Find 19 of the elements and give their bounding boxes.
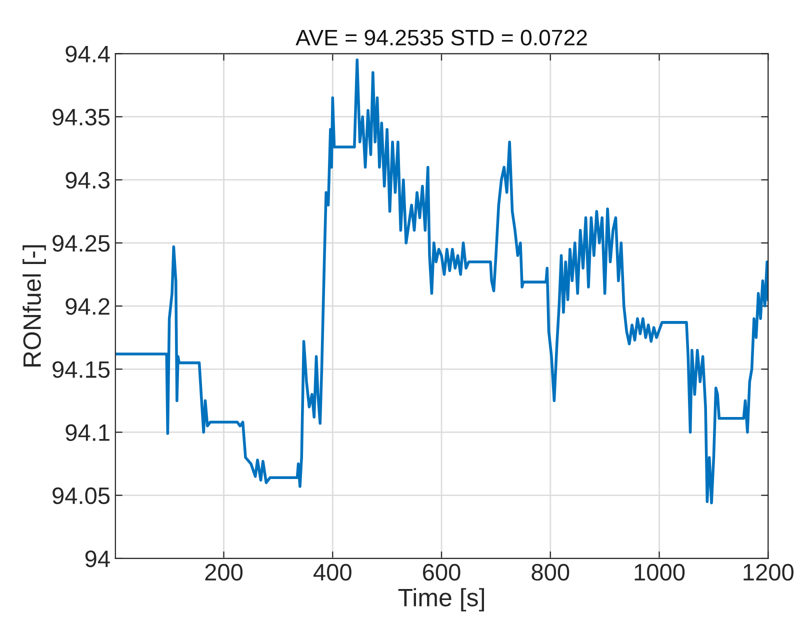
- x-axis-title: Time [s]: [398, 588, 484, 612]
- x-tick-label: 1000: [634, 564, 685, 581]
- y-tick-label: 94.4: [66, 46, 110, 62]
- y-tick-label: 94.05: [52, 487, 110, 504]
- y-axis-title: RONfuel [-]: [22, 245, 46, 366]
- x-tick-label: 800: [532, 564, 570, 581]
- y-tick-label: 94: [85, 550, 110, 568]
- chart-title: AVE = 94.2535 STD = 0.0722: [296, 30, 587, 46]
- y-tick-label: 94.25: [52, 235, 110, 252]
- y-tick-label: 94.1: [66, 424, 110, 442]
- line-series: [115, 58, 768, 504]
- x-tick-label: 400: [313, 564, 352, 581]
- y-tick-label: 94.15: [52, 361, 110, 378]
- x-tick-label: 200: [205, 564, 243, 581]
- y-tick-label: 94.35: [52, 108, 110, 126]
- y-tick-label: 94.2: [66, 298, 110, 315]
- x-tick-label: 600: [423, 564, 460, 581]
- y-tick-label: 94.3: [66, 172, 110, 189]
- x-tick-label: 1200: [744, 564, 794, 581]
